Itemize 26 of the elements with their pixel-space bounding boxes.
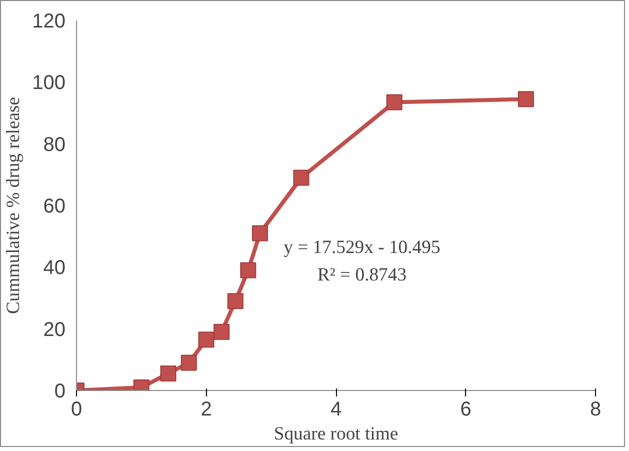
x-tick-label: 6	[460, 398, 472, 420]
point	[180, 354, 197, 371]
y-axis-title: Cummulative % drug release	[3, 96, 24, 314]
y-tick-label: 40	[43, 257, 66, 280]
x-axis-title: Square root time	[274, 424, 398, 444]
y-tick-label: 0	[54, 380, 66, 402]
point	[252, 225, 268, 242]
point	[386, 94, 402, 110]
point	[160, 366, 176, 382]
y-tick-label: 20	[43, 318, 66, 341]
x-tick-label: 2	[200, 398, 212, 420]
y-tick-label: 120	[32, 10, 66, 32]
annotation: y = 17.529x - 10.495	[284, 236, 440, 258]
y-tick-label: 80	[43, 134, 66, 156]
x-tick-label: 4	[330, 398, 342, 420]
point	[293, 170, 310, 186]
y-tick-label: 100	[32, 72, 66, 94]
annotation: R² = 0.8743	[317, 264, 407, 286]
point	[227, 293, 244, 310]
point	[518, 91, 534, 108]
x-tick-label: 8	[590, 398, 602, 420]
x-tick-label: 0	[70, 398, 82, 420]
point	[198, 332, 214, 348]
point	[214, 324, 230, 340]
point	[240, 262, 256, 278]
y-tick-label: 60	[43, 196, 66, 218]
